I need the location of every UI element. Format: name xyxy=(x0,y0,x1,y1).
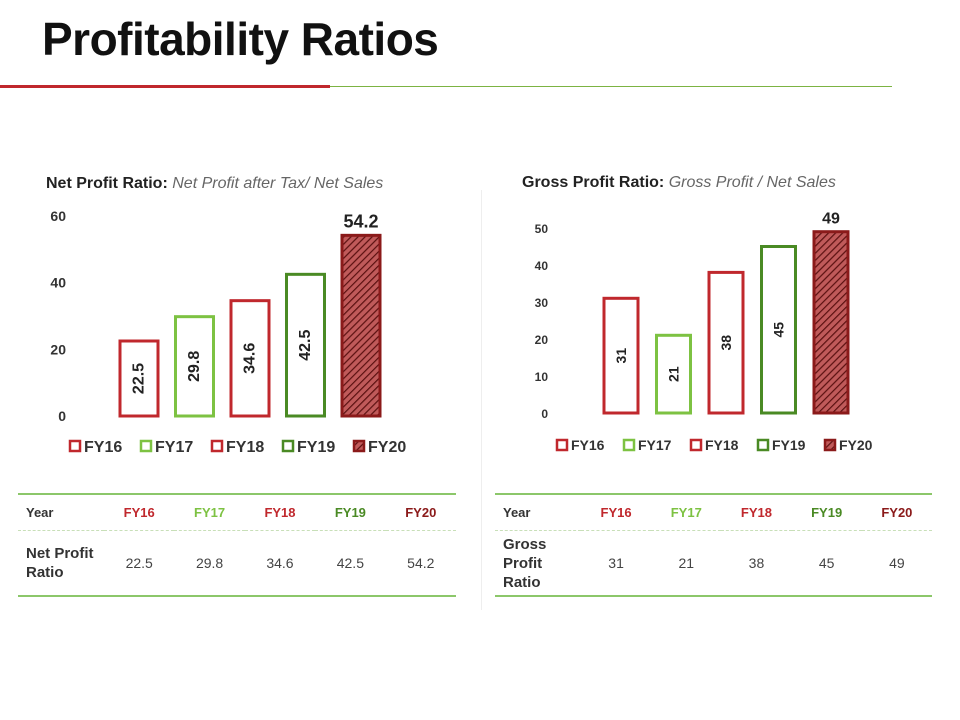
table-value-cell: 38 xyxy=(721,530,792,597)
gross-profit-table: Year FY16 FY17 FY18 FY19 FY20 Gross Prof… xyxy=(495,493,932,597)
y-tick-label: 0 xyxy=(58,408,66,424)
bar-fy18 xyxy=(229,299,271,418)
y-tick-label: 60 xyxy=(50,208,66,224)
table-value-cell: 29.8 xyxy=(174,530,245,597)
table-year-label: Year xyxy=(495,493,581,531)
net-profit-chart-title-label: Net Profit Ratio: xyxy=(46,175,168,192)
bar-value-label: 22.5 xyxy=(131,363,148,394)
bar-fy18 xyxy=(707,270,745,415)
y-tick-label: 50 xyxy=(535,222,549,236)
table-value-cell: 49 xyxy=(861,530,932,597)
bar-fy17 xyxy=(655,333,692,415)
bar-fy16 xyxy=(118,339,160,418)
table-header-row: Year FY16 FY17 FY18 FY19 FY20 xyxy=(18,493,456,531)
table-value-cell: 42.5 xyxy=(315,530,386,597)
page-title: Profitability Ratios xyxy=(42,13,439,65)
net-profit-chart-title: Net Profit Ratio: Net Profit after Tax/ … xyxy=(46,175,383,193)
table-header-row: Year FY16 FY17 FY18 FY19 FY20 xyxy=(495,493,932,531)
table-value-cell: 21 xyxy=(651,530,722,597)
legend-swatch xyxy=(281,439,295,453)
table-year-cell: FY20 xyxy=(385,493,456,531)
legend-label: FY20 xyxy=(368,439,406,456)
table-row-label: Net Profit Ratio xyxy=(18,530,104,597)
legend-label: FY17 xyxy=(638,437,672,453)
gross-profit-chart: 0 10 20 30 40 50 31 21 38 45 49 FY16 FY17 FY18 FY19 FY2… xyxy=(535,211,873,453)
table-value-cell: 54.2 xyxy=(385,530,456,597)
legend-swatch xyxy=(68,439,82,453)
bar-fy19 xyxy=(285,272,326,418)
legend-swatch xyxy=(622,438,636,452)
legend-swatch xyxy=(689,438,703,452)
table-row-label: Gross Profit Ratio xyxy=(495,530,581,597)
legend-swatch xyxy=(210,439,224,453)
legend-swatch xyxy=(352,439,366,453)
y-tick-label: 40 xyxy=(535,259,549,273)
gross-profit-chart-title-label: Gross Profit Ratio: xyxy=(522,174,665,191)
legend-label: FY16 xyxy=(84,439,122,456)
y-tick-label: 30 xyxy=(535,296,549,310)
bar-value-label: 29.8 xyxy=(186,351,203,382)
bar-value-label: 45 xyxy=(771,322,787,338)
bar-fy19 xyxy=(760,245,797,415)
table-row: Net Profit Ratio 22.5 29.8 34.6 42.5 54.… xyxy=(18,530,456,597)
title-underline-green xyxy=(330,86,892,87)
legend-swatch xyxy=(823,438,837,452)
table-year-cell: FY16 xyxy=(104,493,175,531)
table-year-cell: FY19 xyxy=(791,493,862,531)
legend-label: FY18 xyxy=(226,439,264,456)
table-year-cell: FY17 xyxy=(174,493,245,531)
legend-swatch xyxy=(555,438,569,452)
y-tick-label: 20 xyxy=(535,333,549,347)
table-year-cell: FY18 xyxy=(721,493,792,531)
table-year-cell: FY16 xyxy=(581,493,652,531)
bar-fy16 xyxy=(602,296,640,415)
table-year-cell: FY19 xyxy=(315,493,386,531)
net-profit-table: Year FY16 FY17 FY18 FY19 FY20 Net Profit… xyxy=(18,493,456,597)
legend-label: FY20 xyxy=(839,437,873,453)
table-value-cell: 22.5 xyxy=(104,530,175,597)
net-profit-chart-title-formula: Net Profit after Tax/ Net Sales xyxy=(172,175,384,192)
table-year-cell: FY18 xyxy=(244,493,316,531)
table-year-cell: FY20 xyxy=(861,493,932,531)
y-tick-label: 20 xyxy=(50,341,66,357)
bar-value-label: 38 xyxy=(718,335,734,351)
bar-fy17 xyxy=(174,315,215,418)
bar-fy20 xyxy=(340,233,382,418)
bar-value-label: 42.5 xyxy=(297,329,314,360)
net-profit-chart: 0 20 40 60 22.5 29.8 34.6 42.5 54.2 FY16 FY17 FY18 F… xyxy=(50,208,406,456)
bar-value-label: 49 xyxy=(822,211,840,228)
legend-label: FY17 xyxy=(155,439,193,456)
table-year-label: Year xyxy=(18,493,104,531)
legend-label: FY18 xyxy=(705,437,739,453)
legend-swatch xyxy=(139,439,153,453)
table-value-cell: 34.6 xyxy=(244,530,316,597)
bar-value-label: 34.6 xyxy=(242,343,259,374)
bar-value-label: 21 xyxy=(666,366,682,382)
y-tick-label: 0 xyxy=(541,407,548,421)
bar-fy20 xyxy=(812,230,850,415)
legend-label: FY19 xyxy=(772,437,806,453)
legend-swatch xyxy=(756,438,770,452)
legend-label: FY19 xyxy=(297,439,335,456)
bar-value-label: 54.2 xyxy=(343,211,378,231)
table-value-cell: 31 xyxy=(581,530,652,597)
panel-divider xyxy=(481,190,482,610)
bar-value-label: 31 xyxy=(613,348,629,364)
gross-profit-chart-title-formula: Gross Profit / Net Sales xyxy=(668,174,836,191)
gross-profit-chart-title: Gross Profit Ratio: Gross Profit / Net S… xyxy=(522,174,836,192)
y-tick-label: 40 xyxy=(50,275,66,291)
table-year-cell: FY17 xyxy=(651,493,722,531)
table-value-cell: 45 xyxy=(791,530,862,597)
title-underline-red xyxy=(0,85,330,88)
legend-label: FY16 xyxy=(571,437,605,453)
y-tick-label: 10 xyxy=(535,370,549,384)
table-row: Gross Profit Ratio 31 21 38 45 49 xyxy=(495,530,932,597)
